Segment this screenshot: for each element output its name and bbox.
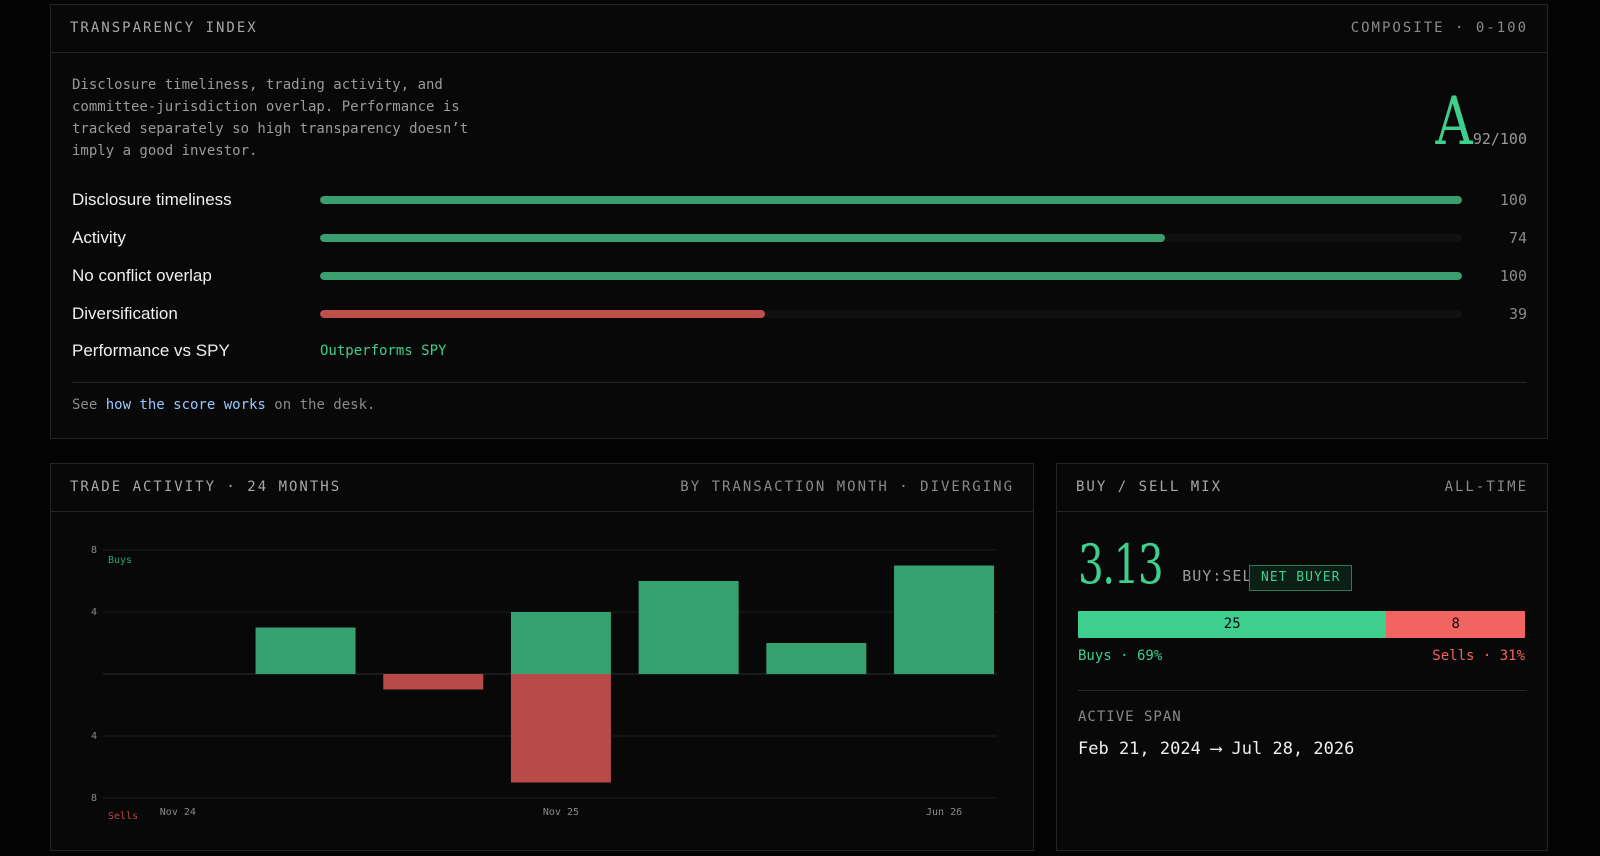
buy-bar: [255, 627, 356, 674]
panel-title: TRADE ACTIVITY · 24 MONTHS: [70, 479, 342, 495]
buy-segment: 25: [1078, 611, 1387, 638]
buy-sell-ratio: 3.13 BUY:SELL: [1078, 533, 1262, 593]
active-span-value: Feb 21, 2024 ⟶ Jul 28, 2026: [1078, 739, 1355, 759]
buy-bar: [766, 643, 867, 674]
panel-title: BUY / SELL MIX: [1076, 479, 1223, 495]
x-tick-label: Nov 25: [543, 807, 579, 818]
grade-display: A 92/100: [1425, 85, 1527, 155]
score-explainer-link[interactable]: how the score works: [105, 397, 266, 413]
metric-bar-fill: [320, 272, 1462, 280]
metric-bar-fill: [320, 196, 1462, 204]
metric-bar: [320, 196, 1462, 204]
y-tick-label: 8: [91, 545, 97, 556]
panel-meta: ALL-TIME: [1444, 479, 1528, 495]
buy-bar: [894, 565, 995, 674]
sells-legend: Sells · 31%: [1432, 648, 1525, 664]
panel-header: TRANSPARENCY INDEX COMPOSITE · 0-100: [51, 5, 1547, 53]
metric-label: Disclosure timeliness: [72, 190, 232, 209]
buy-bar: [638, 581, 739, 674]
metric-label: Performance vs SPY: [72, 341, 230, 360]
metric-row-diversification: Diversification 39: [72, 302, 1527, 326]
x-tick-label: Jun 26: [926, 807, 962, 818]
metric-row-disclosure: Disclosure timeliness 100: [72, 188, 1527, 212]
metric-label: Diversification: [72, 304, 178, 323]
metric-value: 74: [1508, 229, 1527, 247]
metric-bar: [320, 234, 1462, 242]
sells-series-label: Sells: [108, 811, 138, 822]
x-tick-label: Nov 24: [160, 807, 196, 818]
metric-row-conflict: No conflict overlap 100: [72, 264, 1527, 288]
net-buyer-badge: NET BUYER: [1249, 565, 1353, 591]
metric-row-performance: Performance vs SPY Outperforms SPY: [72, 339, 1527, 363]
footnote: See how the score works on the desk.: [72, 397, 375, 413]
buy-sell-bar: 25 8: [1078, 611, 1525, 638]
metric-bar: [320, 272, 1462, 280]
performance-value: Outperforms SPY: [320, 343, 447, 359]
metric-value: 39: [1508, 305, 1527, 323]
divider: [72, 382, 1527, 383]
panel-header: TRADE ACTIVITY · 24 MONTHS BY TRANSACTIO…: [51, 464, 1033, 512]
metric-value: 100: [1499, 267, 1527, 285]
y-tick-label: 4: [91, 607, 97, 618]
metric-value: 100: [1499, 191, 1527, 209]
metric-label: No conflict overlap: [72, 266, 212, 285]
metric-label: Activity: [72, 228, 126, 247]
footnote-prefix: See: [72, 397, 106, 413]
buy-sell-mix-panel: BUY / SELL MIX ALL-TIME 3.13 BUY:SELL NE…: [1056, 463, 1548, 851]
panel-title: TRANSPARENCY INDEX: [70, 20, 258, 36]
sell-bar: [510, 674, 611, 783]
buys-series-label: Buys: [108, 555, 132, 566]
metric-bar: [320, 310, 1462, 318]
metric-bar-fill: [320, 234, 1166, 242]
y-tick-label: 8: [91, 793, 97, 804]
panel-meta: COMPOSITE · 0-100: [1350, 20, 1528, 36]
panel-meta: BY TRANSACTION MONTH · DIVERGING: [680, 479, 1014, 495]
ratio-unit: BUY:SELL: [1182, 567, 1263, 585]
ratio-value: 3.13: [1078, 533, 1164, 596]
trade-activity-panel: TRADE ACTIVITY · 24 MONTHS BY TRANSACTIO…: [50, 463, 1034, 851]
footnote-suffix: on the desk.: [265, 397, 376, 413]
metric-bar-fill: [320, 310, 766, 318]
grade-score: 92/100: [1472, 130, 1527, 148]
transparency-index-panel: TRANSPARENCY INDEX COMPOSITE · 0-100 Dis…: [50, 4, 1548, 439]
buys-legend: Buys · 69%: [1078, 648, 1163, 664]
sell-segment: 8: [1386, 611, 1525, 638]
panel-header: BUY / SELL MIX ALL-TIME: [1057, 464, 1547, 512]
buy-bar: [510, 612, 611, 674]
index-description: Disclosure timeliness, trading activity,…: [72, 77, 469, 159]
grade-letter: A: [1435, 83, 1473, 160]
y-tick-label: 4: [91, 731, 97, 742]
sell-bar: [383, 674, 484, 690]
divider: [1078, 690, 1527, 691]
active-span-label: ACTIVE SPAN: [1078, 709, 1182, 725]
metric-row-activity: Activity 74: [72, 226, 1527, 250]
trade-activity-chart: 8 4 4 8 Buys Sells Nov 24 Nov 25 Jun 26: [91, 545, 997, 822]
